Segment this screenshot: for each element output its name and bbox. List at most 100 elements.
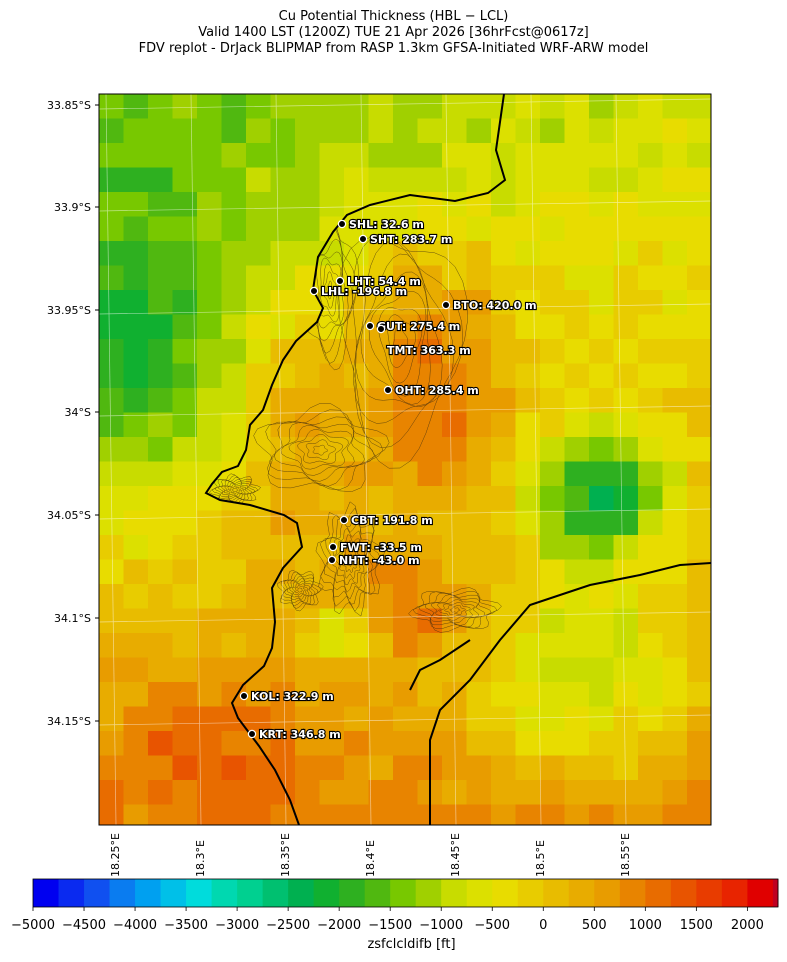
heatmap-cell [613, 412, 639, 438]
heatmap-cell [319, 192, 345, 218]
heatmap-cell [319, 167, 345, 193]
heatmap-cell [613, 608, 639, 634]
station-marker-oht[interactable] [383, 385, 393, 395]
heatmap-cell [393, 608, 419, 634]
heatmap-cell [270, 731, 296, 757]
station-marker-cbt[interactable] [339, 515, 349, 525]
heatmap-cell [466, 167, 492, 193]
heatmap-cell [638, 633, 664, 659]
heatmap-cell [221, 780, 247, 806]
heatmap-cell [197, 804, 223, 825]
heatmap-cell [99, 363, 125, 389]
heatmap-cell [515, 192, 541, 218]
heatmap-cell [515, 363, 541, 389]
terrain-contour [226, 484, 244, 496]
heatmap-cell [662, 535, 688, 561]
heatmap-cell [589, 167, 615, 193]
heatmap-cell [638, 94, 664, 120]
station-marker-lht[interactable] [335, 276, 345, 286]
region-boundary [409, 639, 471, 691]
heatmap-cell [466, 412, 492, 438]
heatmap-cell [540, 535, 566, 561]
heatmap-cell [515, 706, 541, 732]
terrain-contour [288, 429, 349, 470]
heatmap-cell [221, 339, 247, 365]
heatmap-cell [123, 388, 149, 414]
heatmap-cell [442, 167, 468, 193]
heatmap-cell [368, 241, 394, 267]
map-frame [98, 93, 712, 826]
station-marker-fwt[interactable] [328, 542, 338, 552]
heatmap-cell [368, 608, 394, 634]
station-label-oht: OHT: 285.4 m [395, 384, 479, 397]
heatmap-cell [197, 241, 223, 267]
station-marker-nht[interactable] [327, 555, 337, 565]
heatmap-cell [270, 486, 296, 512]
heatmap-cell [442, 314, 468, 340]
heatmap-cell [515, 731, 541, 757]
station-marker-lhl[interactable] [309, 286, 319, 296]
heatmap-cell [515, 118, 541, 144]
heatmap-cell [148, 412, 174, 438]
lon-gridline [275, 94, 287, 825]
heatmap-cell [442, 192, 468, 218]
station-marker-shl[interactable] [337, 219, 347, 229]
heatmap-cell [417, 437, 443, 463]
colorbar-tick-label: −4500 [62, 918, 107, 933]
colorbar-tick-label: 0 [539, 918, 548, 933]
heatmap-cell [99, 559, 125, 585]
heatmap-cell [123, 412, 149, 438]
station-marker-gut[interactable] [365, 321, 375, 331]
lon-tick-label: 18.3°E [194, 840, 207, 877]
heatmap-cell [295, 535, 321, 561]
heatmap-cell [540, 192, 566, 218]
heatmap-cell [197, 412, 223, 438]
heatmap-cell [270, 241, 296, 267]
heatmap-cell [540, 265, 566, 291]
heatmap-cell [540, 216, 566, 242]
heatmap-cell [148, 216, 174, 242]
lat-tick-label: 34.15°S [47, 715, 91, 728]
heatmap-cell [270, 118, 296, 144]
heatmap-cell [687, 363, 711, 389]
heatmap-cell [613, 388, 639, 414]
station-marker-tmt[interactable] [376, 324, 386, 334]
heatmap-cell [515, 314, 541, 340]
heatmap-cell [442, 339, 468, 365]
heatmap-cell [197, 706, 223, 732]
station-label-lhl: LHL: -196.8 m [321, 285, 407, 298]
heatmap-cell [491, 682, 517, 708]
heatmap-cell [197, 559, 223, 585]
heatmap-cell [687, 143, 711, 169]
heatmap-cell [368, 633, 394, 659]
heatmap-cell [197, 339, 223, 365]
heatmap-cell [123, 339, 149, 365]
heatmap-cell [393, 167, 419, 193]
heatmap-cell [491, 314, 517, 340]
heatmap-cell [564, 363, 590, 389]
heatmap-cell [246, 167, 272, 193]
terrain-contours [209, 209, 502, 633]
heatmap-cell [99, 780, 125, 806]
terrain-contour [265, 409, 384, 491]
heatmap-cell [172, 167, 198, 193]
station-marker-sht[interactable] [358, 234, 368, 244]
heatmap-cell [662, 633, 688, 659]
terrain-contour [355, 253, 443, 408]
heatmap-cell [319, 314, 345, 340]
terrain-contour [315, 501, 386, 617]
station-marker-kol[interactable] [239, 691, 249, 701]
lon-tick-label: 18.35°E [279, 833, 292, 877]
heatmap-cell [687, 780, 711, 806]
heatmap-cell [515, 241, 541, 267]
heatmap-cell [270, 682, 296, 708]
heatmap-cell [123, 241, 149, 267]
station-marker-bto[interactable] [441, 300, 451, 310]
station-marker-krt[interactable] [247, 729, 257, 739]
terrain-contour [353, 240, 455, 424]
heatmap-cell [295, 216, 321, 242]
heatmap-cell [197, 437, 223, 463]
heatmap-cell [638, 584, 664, 610]
heatmap-cell [687, 437, 711, 463]
heatmap-cell [687, 608, 711, 634]
